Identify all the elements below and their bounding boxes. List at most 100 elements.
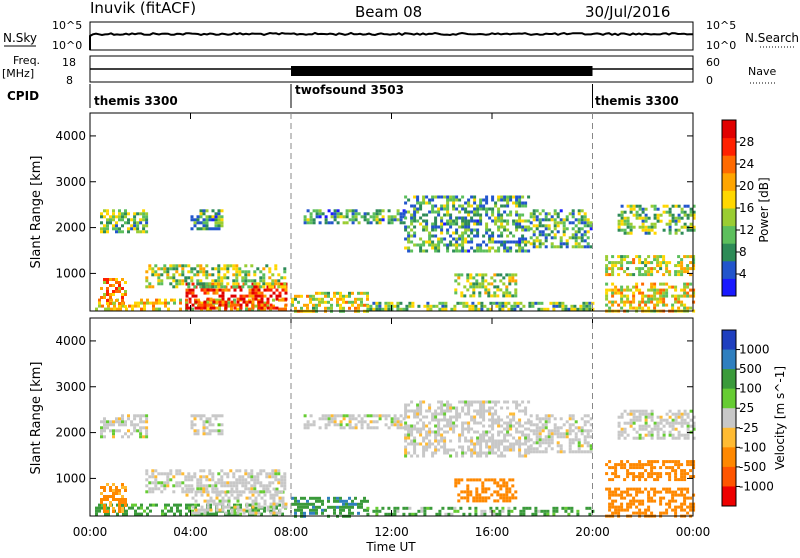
- velocity-cell-r2: [244, 484, 248, 488]
- velocity-cell-r1: [236, 493, 240, 497]
- power-cell-r13: [662, 255, 666, 259]
- velocity-cell-r2: [145, 469, 149, 473]
- velocity-cell-r9: [515, 406, 519, 410]
- power-cell-r2: [196, 279, 200, 283]
- power-cell-r9: [476, 219, 480, 223]
- velocity-cell-r11: [577, 426, 581, 430]
- velocity-cell-r6: [291, 502, 294, 506]
- power-cell-r0: [152, 307, 155, 311]
- power-cell-r9: [452, 249, 456, 253]
- power-cell-r12: [662, 282, 666, 286]
- velocity-cell-r5: [220, 423, 224, 427]
- power-cell-r4: [127, 218, 130, 222]
- velocity-cell-r10: [499, 487, 503, 491]
- power-cell-r2: [151, 270, 155, 274]
- velocity-cell-r4: [121, 423, 124, 427]
- power-cell-r12: [674, 285, 678, 289]
- nsky-tick-top: 10^5: [52, 19, 82, 32]
- power-cell-r2: [244, 276, 248, 280]
- power-cell-r9: [416, 207, 420, 211]
- power-cell-r12: [683, 303, 687, 307]
- velocity-cell-r12: [686, 490, 690, 494]
- power-cell-r14: [638, 207, 642, 211]
- velocity-cell-r2: [220, 490, 224, 494]
- velocity-cell-r11: [565, 420, 569, 424]
- power-cell-r9: [479, 246, 483, 250]
- power-cell-r11: [532, 245, 536, 249]
- power-cell-r1: [209, 288, 213, 292]
- power-cell-r9: [440, 222, 444, 226]
- velocity-cell-r14: [638, 436, 642, 440]
- power-cell-r13: [650, 267, 654, 271]
- velocity-cell-r14: [686, 412, 690, 416]
- power-cell-r6: [309, 294, 312, 298]
- velocity-cell-r9: [428, 427, 432, 431]
- power-cell-r11: [577, 236, 581, 240]
- velocity-cell-r4: [127, 429, 130, 433]
- power-cell-r3: [115, 281, 118, 284]
- velocity-cell-r9: [446, 430, 450, 434]
- power-cell-r9: [485, 198, 489, 202]
- velocity-cell-r7: [537, 509, 541, 513]
- power-cell-r9: [458, 210, 462, 214]
- velocity-cell-r7: [543, 509, 547, 513]
- power-cell-r9: [461, 219, 465, 223]
- velocity-colorbar-swatch-3: [722, 388, 736, 409]
- power-cell-r13: [620, 267, 624, 271]
- velocity-cell-r9: [449, 421, 453, 425]
- power-cell-r9: [506, 222, 510, 226]
- power-cell-r6: [315, 306, 318, 310]
- power-cell-r14: [641, 219, 645, 223]
- power-cell-r2: [232, 267, 236, 271]
- velocity-cell-r9: [407, 415, 411, 419]
- power-cell-r11: [532, 224, 536, 228]
- power-cell-r14: [617, 225, 621, 229]
- power-cell-r11: [586, 242, 590, 246]
- power-cell-r7: [552, 304, 556, 308]
- velocity-cell-r9: [524, 433, 528, 437]
- velocity-cell-r14: [659, 436, 663, 440]
- velocity-cell-r13: [626, 460, 630, 464]
- velocity-cell-r13: [689, 463, 693, 467]
- velocity-cell-r11: [580, 450, 584, 454]
- power-cell-r6: [324, 300, 327, 304]
- power-cell-r13: [644, 270, 648, 274]
- power-cell-r14: [683, 225, 687, 229]
- velocity-cell-r2: [235, 469, 239, 473]
- velocity-cell-r10: [505, 499, 509, 503]
- power-cell-r2: [199, 285, 203, 289]
- velocity-cell-r13: [656, 478, 660, 482]
- power-cell-r9: [479, 222, 483, 226]
- time-tick-label-0: 00:00: [73, 525, 108, 539]
- velocity-cell-r9: [479, 406, 483, 410]
- velocity-cell-r9: [455, 451, 459, 455]
- power-cell-r0: [155, 298, 158, 302]
- velocity-cell-r12: [665, 487, 669, 491]
- power-cell-r9: [518, 204, 522, 208]
- velocity-cell-r4: [136, 423, 140, 427]
- velocity-cell-r3: [121, 495, 124, 498]
- velocity-cell-r9: [431, 454, 435, 458]
- velocity-cell-r0: [194, 503, 197, 507]
- velocity-cell-r4: [118, 417, 121, 421]
- power-cell-r9: [515, 195, 519, 199]
- power-cell-r5: [214, 215, 218, 219]
- power-cell-r11: [550, 245, 554, 249]
- power-cell-r6: [327, 306, 330, 310]
- velocity-cell-r7: [396, 506, 400, 510]
- velocity-cell-r9: [449, 454, 453, 458]
- velocity-cell-r4: [145, 435, 149, 439]
- velocity-cell-r9: [491, 421, 495, 425]
- velocity-cell-r12: [608, 496, 612, 500]
- power-cell-r0: [98, 304, 101, 308]
- velocity-cell-r9: [410, 433, 414, 437]
- velocity-cell-r2: [151, 487, 155, 491]
- velocity-cell-r8: [339, 423, 343, 427]
- power-cell-r14: [692, 213, 696, 217]
- power-cell-r1: [257, 306, 261, 310]
- power-cell-r12: [623, 294, 627, 298]
- velocity-cell-r14: [686, 415, 690, 419]
- velocity-cell-r9: [455, 424, 459, 428]
- power-cell-r14: [665, 210, 669, 214]
- power-cell-r9: [419, 216, 423, 220]
